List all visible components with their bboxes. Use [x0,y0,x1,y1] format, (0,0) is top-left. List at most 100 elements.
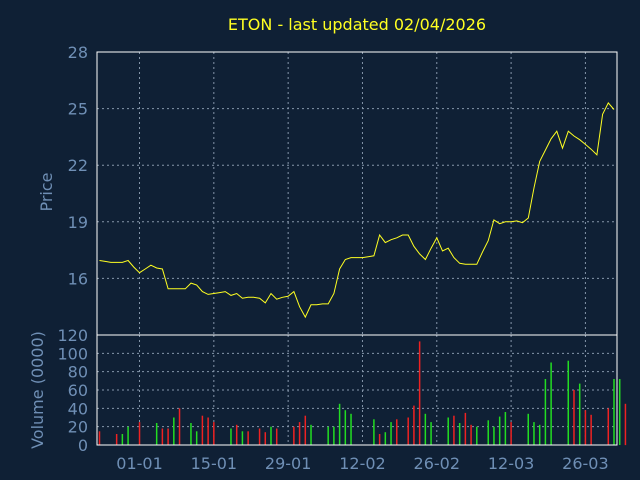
volume-tick-label: 120 [57,326,88,345]
volume-axis-label: Volume (0000) [28,331,47,449]
volume-bar [430,422,432,445]
price-grid [97,51,617,335]
volume-bar [424,413,427,445]
volume-bar [418,341,421,445]
volume-bar [344,410,347,445]
chart-title: ETON - last updated 02/04/2026 [228,15,486,34]
volume-bar [195,431,198,446]
volume-bar [578,383,581,445]
volume-tick-label: 60 [68,381,88,400]
volume-bars [98,341,627,446]
volume-bar [241,431,244,446]
price-tick-label: 16 [68,269,88,288]
volume-bar [407,417,409,445]
volume-tick-label: 80 [68,363,88,382]
volume-bar [584,410,587,445]
volume-bar [487,420,489,446]
volume-bar [247,431,249,446]
volume-bar [235,424,238,445]
volume-bar [127,426,129,445]
volume-bar [538,424,541,445]
volume-bar [333,426,335,445]
volume-bar [115,434,118,445]
volume-tick-label: 100 [57,344,88,363]
volume-bar [373,419,375,445]
volume-bar [230,428,232,445]
volume-bar [384,432,387,445]
volume-bar [464,412,467,445]
price-tick-label: 22 [68,156,88,175]
volume-bar [207,417,209,445]
date-tick-labels: 01-01 15-01 29-01 12-02 26-02 12-03 26-03 [116,454,608,473]
date-tick-label: 01-01 [116,454,163,473]
volume-bar [213,422,215,445]
volume-bar [293,426,295,445]
date-tick-label: 26-03 [562,454,609,473]
volume-bar [447,417,449,445]
volume-bar [493,426,495,445]
volume-bar [338,403,341,446]
volume-bar [470,424,472,445]
volume-bar [98,431,101,446]
volume-bar [618,379,621,445]
volume-bar [550,362,552,445]
price-axis-label: Price [37,172,56,211]
date-tick-label: 29-01 [265,454,312,473]
date-tick-label: 12-03 [488,454,535,473]
volume-bar [258,428,261,445]
volume-bar [201,415,204,445]
volume-bar [121,434,124,445]
volume-bar [390,422,392,445]
volume-bar [298,422,301,445]
price-tick-labels: 16 19 22 25 28 [68,43,88,288]
volume-bar [590,414,592,446]
price-line [99,102,615,319]
volume-bar [567,360,570,445]
volume-bar [624,403,627,446]
volume-bar [350,413,352,445]
volume-bar [190,423,192,445]
price-tick-label: 19 [68,213,88,232]
volume-frame [96,334,618,446]
volume-bar [327,426,329,445]
volume-bar [275,428,278,445]
volume-bar [458,423,461,445]
price-tick-label: 28 [68,43,88,62]
volume-bar [453,415,455,445]
volume-tick-label: 40 [68,399,88,418]
price-frame [96,51,618,336]
volume-bar [573,390,575,445]
volume-bar [161,428,164,445]
volume-tick-label: 0 [78,436,88,455]
price-panel: 16 19 22 25 28 [68,43,618,336]
price-tick-label: 25 [68,100,88,119]
volume-bar [138,422,141,445]
volume-bar [413,405,415,445]
volume-bar [155,423,158,445]
date-tick-label: 15-01 [191,454,238,473]
volume-bar [533,422,535,445]
volume-bar [476,426,478,445]
date-tick-label: 26-02 [414,454,461,473]
volume-bar [498,416,501,445]
volume-bar [544,379,547,445]
volume-tick-label: 20 [68,418,88,437]
volume-bar [173,417,175,445]
volume-bar [264,432,267,445]
volume-bar [310,424,312,445]
volume-bar [178,408,181,445]
date-tick-label: 12-02 [339,454,386,473]
volume-bar [378,434,381,445]
volume-bar [270,426,272,445]
volume-bar [613,379,615,445]
volume-bar [504,412,507,445]
volume-bar [167,428,169,445]
volume-bar [396,419,398,445]
volume-bar [527,413,529,445]
volume-bar [304,415,307,445]
volume-bar [607,408,610,445]
volume-bar [510,422,512,445]
